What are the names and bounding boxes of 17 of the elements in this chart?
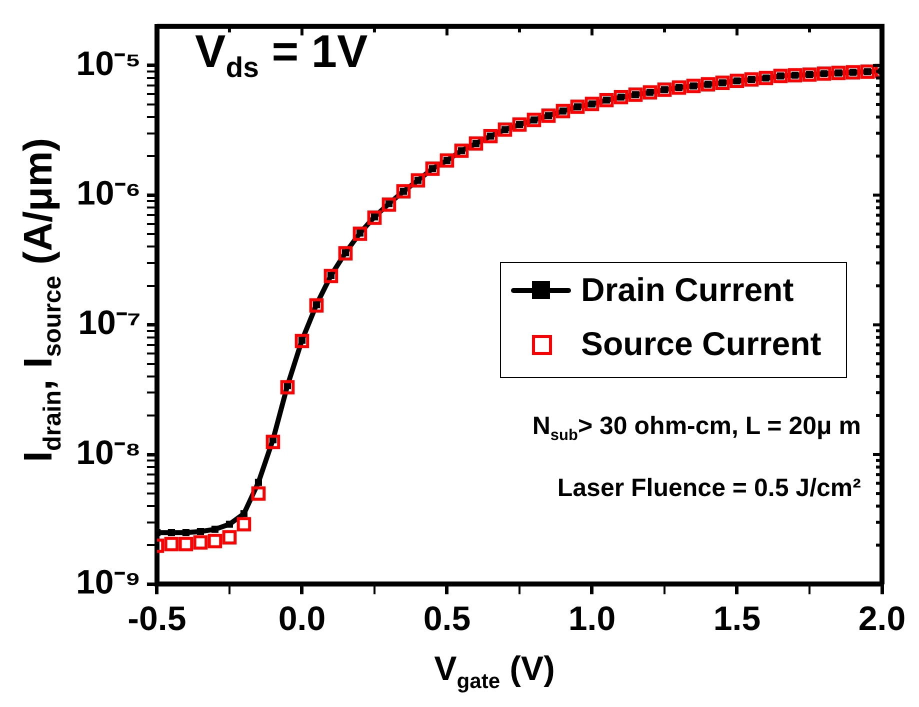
y-tick-label: 10⁻⁵ <box>76 44 141 83</box>
y-tick-label: 10⁻⁹ <box>76 564 141 602</box>
annotation: N$_{sub}$> 30 ohm-cm, L = 20μ m <box>532 412 861 445</box>
x-tick-label: 0.0 <box>278 600 326 638</box>
x-tick-label: 0.5 <box>423 600 471 638</box>
y-tick-label: 10⁻⁷ <box>78 304 141 342</box>
y-tick-label: 10⁻⁶ <box>76 174 141 213</box>
x-axis-title: V$_{gate}$ (V) <box>433 650 556 694</box>
x-tick-label: -0.5 <box>128 600 186 638</box>
y-tick-label: 10⁻⁸ <box>76 434 141 472</box>
x-tick-label: 2.0 <box>858 600 906 638</box>
annotation: Laser Fluence = 0.5 J/cm² <box>557 474 861 503</box>
chart-title: V$_{ds}$ = 1V <box>195 24 368 86</box>
legend-label: Drain Current <box>581 271 794 309</box>
x-tick-label: 1.0 <box>568 600 616 638</box>
x-tick-label: 1.5 <box>713 600 761 638</box>
legend-label: Source Current <box>581 325 822 363</box>
